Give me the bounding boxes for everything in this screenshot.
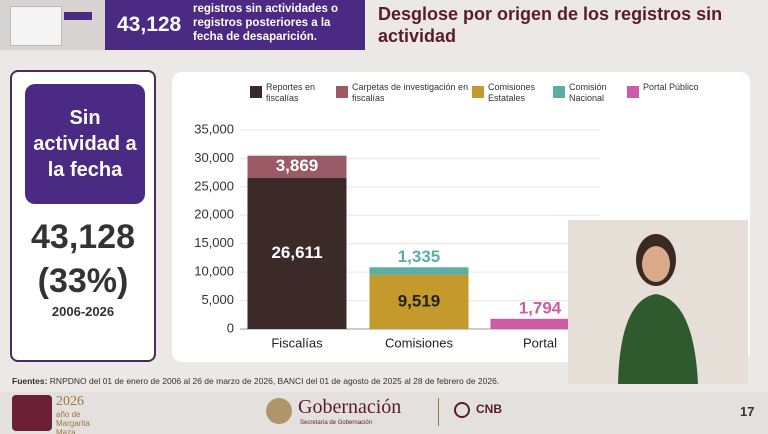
bar-segment	[247, 155, 347, 178]
y-tick-label: 30,000	[194, 150, 234, 165]
y-tick-label: 0	[227, 320, 234, 335]
footer-portrait	[12, 395, 52, 431]
legend-swatch	[472, 86, 484, 98]
legend-swatch	[553, 86, 565, 98]
y-tick-label: 20,000	[194, 207, 234, 222]
y-tick-label: 15,000	[194, 235, 234, 250]
source-text: RNPDNO del 01 de enero de 2006 al 26 de …	[49, 376, 500, 386]
footer-divider	[438, 398, 439, 426]
summary-card: Sin actividad a la fecha 43,128 (33%) 20…	[10, 70, 156, 362]
summary-total: 43,128	[31, 218, 135, 256]
data-label: 1,335	[398, 247, 441, 266]
legend-label: Reportes en fiscalías	[266, 82, 316, 103]
data-label: 26,611	[271, 243, 322, 262]
footer-year-text: año de Margarita Maza	[56, 410, 90, 434]
summary-label: Sin actividad a la fecha	[25, 84, 145, 204]
legend-swatch	[336, 86, 348, 98]
legend-label: Portal Público	[643, 82, 699, 92]
slide-title: Desglose por origen de los registros sin…	[378, 4, 723, 46]
source-label: Fuentes:	[12, 376, 48, 386]
legend-label: Carpetas de investigación en fiscalías	[352, 82, 469, 103]
summary-percent: (33%)	[37, 262, 129, 300]
interpreter	[618, 234, 698, 384]
data-label: 9,519	[398, 291, 441, 310]
footer: 2026 año de Margarita Maza Gobernación S…	[0, 392, 768, 434]
header-number: 43,128	[117, 13, 182, 36]
source-note: Fuentes: RNPDNO del 01 de enero de 2006 …	[12, 376, 499, 386]
bar-segment	[369, 274, 469, 329]
summary-period: 2006-2026	[51, 304, 115, 319]
bar-segment	[247, 177, 347, 329]
y-tick-label: 25,000	[194, 178, 234, 193]
x-tick-label: Fiscalías	[271, 335, 323, 350]
footer-emblem	[266, 398, 292, 424]
header-text: registros sin actividades o registros po…	[193, 3, 339, 43]
y-tick-label: 10,000	[194, 264, 234, 279]
video-overlay	[568, 220, 748, 384]
footer-cnb-logo	[454, 402, 470, 418]
bar-segment	[369, 267, 469, 275]
x-tick-label: Portal	[523, 335, 557, 350]
y-tick-label: 35,000	[194, 121, 234, 136]
footer-brand-sub: Secretaría de Gobernación	[300, 420, 373, 426]
bar-segment	[490, 318, 590, 329]
legend-swatch	[627, 86, 639, 98]
data-label: 1,794	[519, 298, 562, 317]
x-tick-label: Comisiones	[385, 335, 453, 350]
thumbnail	[0, 0, 105, 50]
page-number: 17	[740, 404, 755, 419]
legend-label: Comisión Nacional	[569, 82, 607, 103]
footer-year: 2026	[56, 394, 84, 409]
footer-cnb: CNB	[476, 402, 502, 416]
legend-swatch	[250, 86, 262, 98]
data-label: 3,869	[276, 156, 319, 175]
header-box: 43,128 registros sin actividades o regis…	[105, 0, 365, 50]
y-tick-label: 5,000	[201, 292, 234, 307]
legend-label: Comisiones Estatales	[488, 82, 536, 103]
footer-brand: Gobernación	[298, 396, 402, 418]
